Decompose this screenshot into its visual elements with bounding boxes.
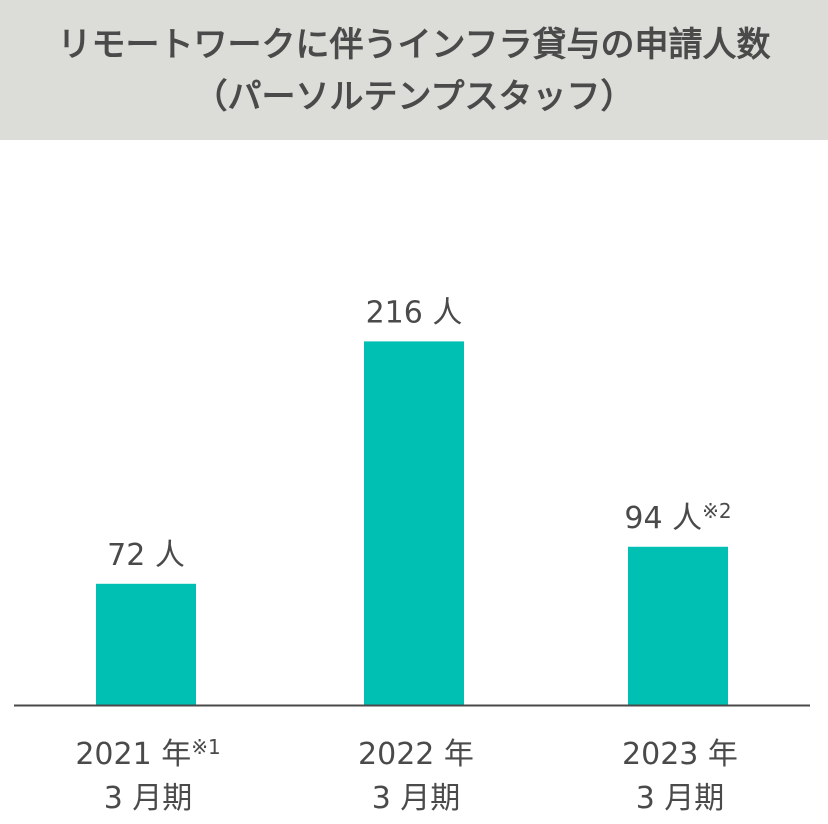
bar-3 bbox=[628, 546, 728, 705]
category-label-period-3: 3 月期 bbox=[636, 781, 725, 816]
value-label-2: 216 人 bbox=[366, 295, 463, 330]
category-label-year-1: 2021 年※1 bbox=[75, 735, 220, 772]
chart-title-line1: リモートワークに伴うインフラ貸与の申請人数 bbox=[57, 25, 771, 65]
value-label-3: 94 人※2 bbox=[624, 499, 731, 536]
chart-title-line2: （パーソルテンプスタッフ） bbox=[193, 77, 635, 117]
category-label-period-2: 3 月期 bbox=[372, 781, 461, 816]
value-label-1: 72 人 bbox=[107, 538, 185, 573]
bar-1 bbox=[96, 583, 196, 705]
category-label-year-2: 2022 年 bbox=[358, 737, 474, 772]
category-label-year-3: 2023 年 bbox=[622, 737, 738, 772]
category-label-period-1: 3 月期 bbox=[104, 781, 193, 816]
bar-2 bbox=[364, 341, 464, 705]
title-banner bbox=[0, 0, 828, 140]
